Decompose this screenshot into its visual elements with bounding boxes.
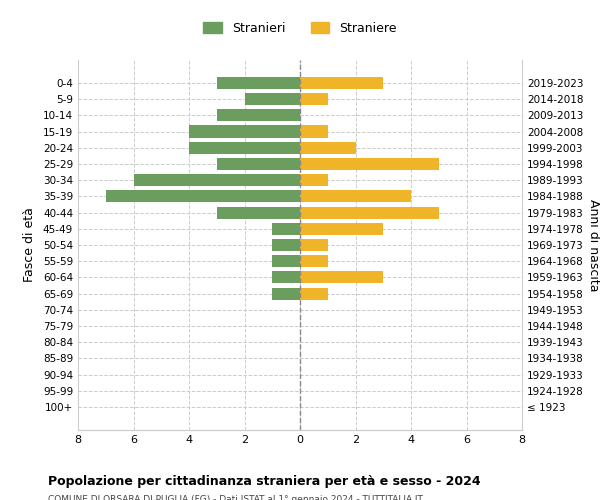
Bar xyxy=(300,126,328,138)
Bar xyxy=(189,142,300,154)
Bar xyxy=(272,288,300,300)
Bar xyxy=(217,206,300,218)
Y-axis label: Fasce di età: Fasce di età xyxy=(23,208,36,282)
Bar xyxy=(106,190,300,202)
Bar xyxy=(300,77,383,89)
Bar xyxy=(300,272,383,283)
Bar xyxy=(300,206,439,218)
Bar xyxy=(300,174,328,186)
Legend: Stranieri, Straniere: Stranieri, Straniere xyxy=(199,18,401,38)
Bar xyxy=(272,255,300,268)
Text: COMUNE DI ORSARA DI PUGLIA (FG) - Dati ISTAT al 1° gennaio 2024 - TUTTITALIA.IT: COMUNE DI ORSARA DI PUGLIA (FG) - Dati I… xyxy=(48,495,423,500)
Bar xyxy=(300,142,355,154)
Bar xyxy=(300,158,439,170)
Bar xyxy=(272,239,300,251)
Bar xyxy=(272,272,300,283)
Bar xyxy=(245,93,300,105)
Bar xyxy=(300,239,328,251)
Bar xyxy=(300,288,328,300)
Bar xyxy=(272,222,300,235)
Text: Popolazione per cittadinanza straniera per età e sesso - 2024: Popolazione per cittadinanza straniera p… xyxy=(48,475,481,488)
Bar xyxy=(189,126,300,138)
Bar xyxy=(300,255,328,268)
Bar xyxy=(300,93,328,105)
Bar xyxy=(217,77,300,89)
Bar xyxy=(300,222,383,235)
Y-axis label: Anni di nascita: Anni di nascita xyxy=(587,198,600,291)
Bar xyxy=(217,158,300,170)
Bar xyxy=(300,190,411,202)
Bar xyxy=(133,174,300,186)
Bar xyxy=(217,109,300,122)
